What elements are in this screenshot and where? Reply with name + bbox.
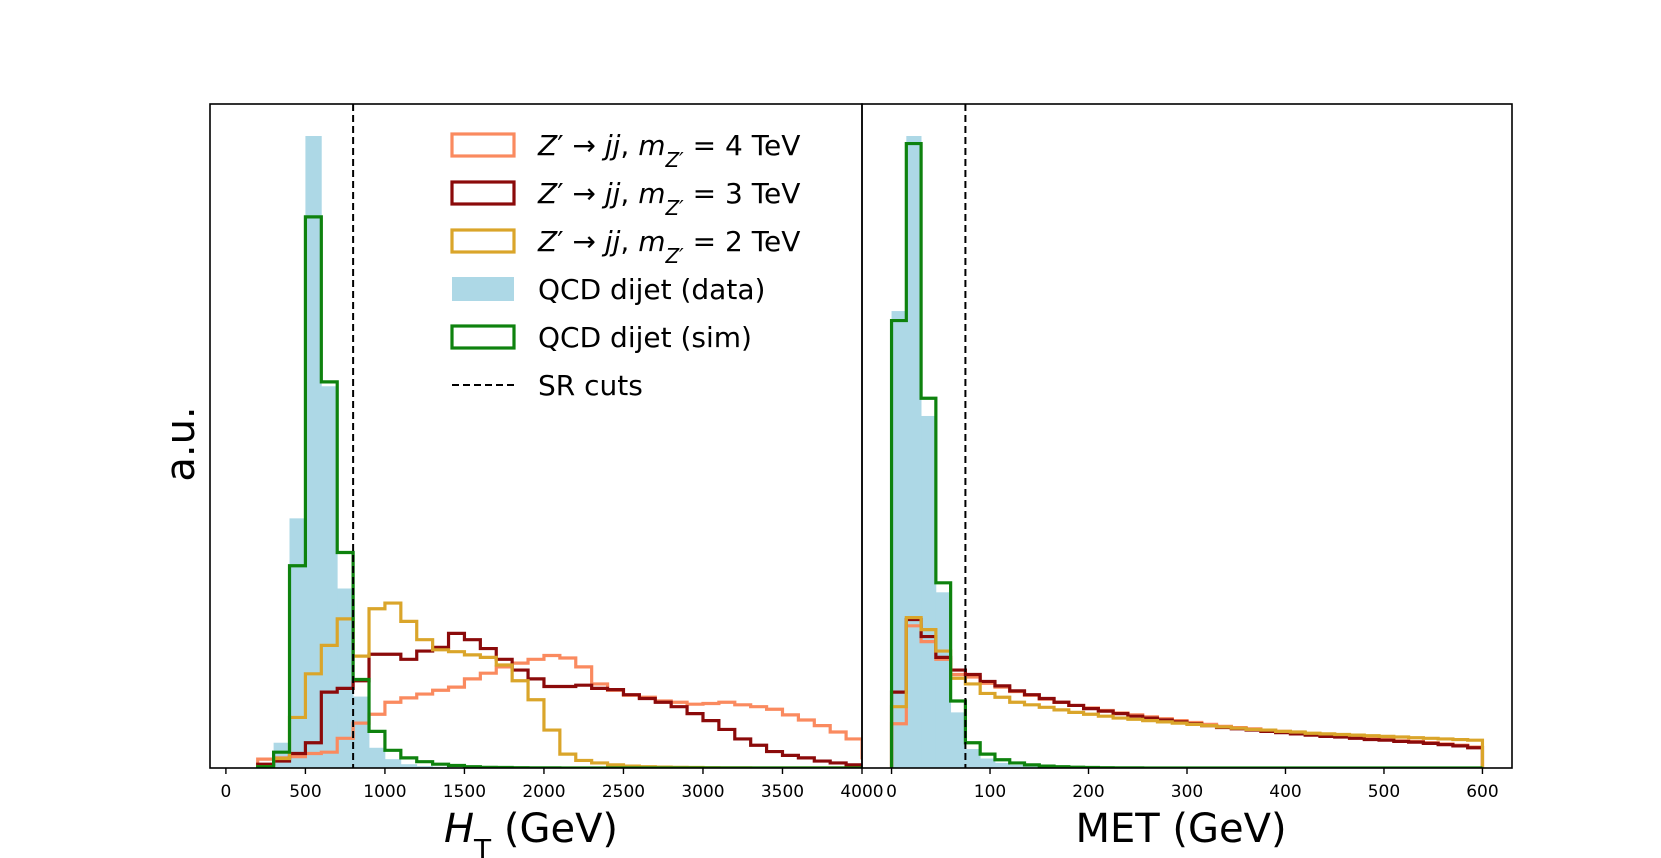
legend-swatch xyxy=(450,324,516,350)
ht-x-tick-label: 0 xyxy=(220,782,231,802)
ht-qcd-data-bar-8 xyxy=(384,759,402,768)
legend-label: QCD dijet (data) xyxy=(538,273,765,306)
ht-qcd-data-bar-4 xyxy=(321,386,338,768)
met-z2-histogram xyxy=(889,615,1485,768)
met-qcd-data-bar-7 xyxy=(994,762,1011,768)
legend-label: SR cuts xyxy=(538,369,643,402)
legend-swatch xyxy=(450,228,516,254)
met-x-tick-label: 500 xyxy=(1368,782,1400,802)
legend-label: QCD dijet (sim) xyxy=(538,321,752,354)
ht-x-tick-label: 500 xyxy=(289,782,321,802)
legend-entry-qcd-sim: QCD dijet (sim) xyxy=(450,321,752,354)
legend-entry-z2: Z′ → jj, mZ′ = 2 TeV xyxy=(450,225,800,268)
ht-qcd-data-bar-9 xyxy=(400,764,418,768)
ht-z4-histogram xyxy=(256,653,862,768)
met-qcd-data-bar-5 xyxy=(965,749,981,768)
met-x-tick-label: 100 xyxy=(974,782,1006,802)
ht-qcd-data-bar-3 xyxy=(305,136,322,768)
ht-x-tick-label: 2500 xyxy=(602,782,645,802)
met-x-tick-label: 400 xyxy=(1269,782,1301,802)
ht-qcd-data-bar-2 xyxy=(289,518,306,768)
ht-x-tick-label: 3000 xyxy=(681,782,724,802)
met-qcd-data-bar-1 xyxy=(906,136,922,768)
met-qcd-data-bar-9 xyxy=(1024,766,1040,768)
y-axis-label: a.u. xyxy=(158,406,204,481)
ht-qcd-data-bar-5 xyxy=(337,588,354,768)
ht-x-tick-label: 2000 xyxy=(522,782,565,802)
met-x-tick-label: 300 xyxy=(1171,782,1203,802)
met-qcd-data-bar-3 xyxy=(935,592,952,768)
met-panel: 0 100 200 300 400 500 600 xyxy=(861,103,1513,802)
legend-entry-z3: Z′ → jj, mZ′ = 3 TeV xyxy=(450,177,800,220)
legend-entry-sr: SR cuts xyxy=(452,369,643,402)
legend-swatch xyxy=(450,132,516,158)
met-x-axis-label: MET (GeV) xyxy=(1075,806,1286,852)
met-qcd-data-bar-8 xyxy=(1009,764,1025,768)
legend-label: Z′ → jj, mZ′ = 3 TeV xyxy=(537,177,800,220)
ht-qcd-data-bar-10 xyxy=(416,766,434,768)
legend-entry-qcd-data: QCD dijet (data) xyxy=(452,273,765,306)
ht-x-tick-label: 3500 xyxy=(761,782,804,802)
met-x-tick-label: 200 xyxy=(1072,782,1104,802)
met-qcd-data-bar-0 xyxy=(891,311,907,768)
ht-qcd-data-bar-7 xyxy=(369,747,386,768)
legend-entry-z4: Z′ → jj, mZ′ = 4 TeV xyxy=(450,129,800,172)
met-x-tick-label: 600 xyxy=(1466,782,1498,802)
legend: Z′ → jj, mZ′ = 4 TeV Z′ → jj, mZ′ = 3 TeV… xyxy=(450,129,800,402)
met-qcd-data-bar-2 xyxy=(921,415,937,768)
legend-swatch xyxy=(450,180,516,206)
ht-panel: 0 500 1000 1500 2000 2500 3000 3500 4000 xyxy=(209,103,884,802)
ht-x-tick-label: 1500 xyxy=(443,782,486,802)
met-qcd-data-bar-4 xyxy=(950,712,966,768)
legend-label: Z′ → jj, mZ′ = 2 TeV xyxy=(537,225,800,268)
met-qcd-data-bar-6 xyxy=(980,758,996,768)
ht-x-tick-label: 4000 xyxy=(840,782,883,802)
legend-label: Z′ → jj, mZ′ = 4 TeV xyxy=(537,129,800,172)
legend-swatch xyxy=(452,277,514,301)
ht-qcd-data-bar-6 xyxy=(353,696,370,768)
ht-x-axis-label: HT (GeV) xyxy=(444,806,618,858)
ht-x-tick-label: 1000 xyxy=(363,782,406,802)
ht-qcd-data-bar-1 xyxy=(273,742,290,768)
met-x-tick-label: 0 xyxy=(886,782,897,802)
